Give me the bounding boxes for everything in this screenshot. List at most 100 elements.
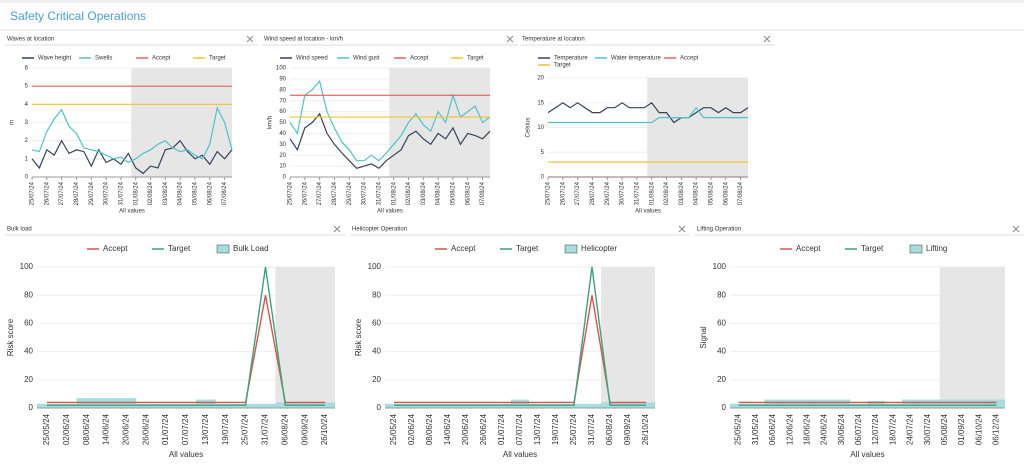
y-tick-label: 20 <box>279 153 286 159</box>
bar <box>936 399 954 408</box>
shaded-region <box>131 68 232 177</box>
y-axis-label: Celsius <box>526 118 532 138</box>
panel-title: Waves at location <box>7 37 54 43</box>
x-tick-label: 06/08/24 <box>605 413 614 445</box>
y-axis-label: Risk score <box>6 318 15 356</box>
x-tick-label: 29/07/24 <box>605 181 611 205</box>
x-tick-label: 08/06/24 <box>82 413 91 445</box>
x-tick-label: 07/08/24 <box>738 181 744 205</box>
x-axis-label: All values <box>850 450 884 459</box>
x-tick-label: 13/07/24 <box>201 413 210 445</box>
x-tick-label: 08/06/24 <box>425 413 434 445</box>
bar <box>987 399 1005 408</box>
y-tick-label: 50 <box>279 120 286 126</box>
bar <box>798 399 816 408</box>
legend-swatch <box>909 244 923 254</box>
x-tick-label: 01/08/24 <box>133 181 139 205</box>
legend-label: Accept <box>796 244 821 253</box>
data-line <box>46 266 326 406</box>
x-tick-label: 02/06/24 <box>62 413 71 445</box>
panel-title: Bulk load <box>7 227 32 233</box>
x-tick-label: 06/12/24 <box>992 413 1001 445</box>
legend-label: Wind gust <box>353 56 380 62</box>
bar <box>195 399 216 408</box>
y-tick-label: 40 <box>24 347 33 356</box>
panel-title: Helicopter Operation <box>352 227 407 233</box>
x-tick-label: 06/08/24 <box>723 181 729 205</box>
top-bar <box>0 0 1024 3</box>
bar <box>781 399 799 408</box>
bar <box>764 399 782 408</box>
y-tick-label: 0 <box>722 403 727 412</box>
x-tick-label: 26/07/24 <box>302 181 308 205</box>
page-title: Safety Critical Operations <box>10 9 146 23</box>
legend-swatch <box>216 244 230 254</box>
x-tick-label: 04/08/24 <box>694 181 700 205</box>
shaded-region <box>601 267 655 408</box>
legend-label: Bulk Load <box>233 244 269 253</box>
x-tick-label: 14/06/24 <box>443 413 452 445</box>
y-tick-label: 60 <box>372 319 381 328</box>
panel-title: Temperature at location <box>522 37 585 43</box>
x-axis-label: All values <box>119 209 145 215</box>
x-tick-label: 25/07/24 <box>241 413 250 445</box>
x-tick-label: 01/07/24 <box>161 413 170 445</box>
x-tick-label: 28/07/24 <box>74 181 80 205</box>
shaded-region <box>275 267 335 408</box>
y-tick-label: 6 <box>25 66 29 72</box>
y-tick-label: 40 <box>372 347 381 356</box>
y-tick-label: 80 <box>372 290 381 299</box>
legend-label: Temperature <box>554 56 588 62</box>
x-tick-label: 06/08/24 <box>280 413 289 445</box>
x-tick-label: 25/07/24 <box>30 181 36 205</box>
x-tick-label: 01/08/24 <box>649 181 655 205</box>
y-tick-label: 60 <box>279 109 286 115</box>
x-tick-label: 29/07/24 <box>89 181 95 205</box>
x-tick-label: 28/07/24 <box>332 181 338 205</box>
legend-label: Wave height <box>38 56 71 62</box>
y-tick-label: 100 <box>276 66 287 72</box>
y-tick-label: 10 <box>279 164 286 170</box>
x-tick-label: 31/07/24 <box>376 181 382 205</box>
bar <box>255 403 276 408</box>
y-tick-label: 80 <box>279 87 286 93</box>
y-tick-label: 80 <box>717 290 726 299</box>
x-tick-label: 02/08/24 <box>406 181 412 205</box>
legend-label: Target <box>467 56 484 62</box>
x-tick-label: 07/07/24 <box>181 413 190 445</box>
x-tick-label: 02/06/24 <box>407 413 416 445</box>
y-tick-label: 3 <box>25 120 29 126</box>
expand-icon <box>1012 225 1020 233</box>
data-line <box>394 295 646 404</box>
x-tick-label: 04/08/24 <box>436 181 442 205</box>
data-line <box>31 106 233 164</box>
y-tick-label: 0 <box>541 175 545 181</box>
x-tick-label: 25/07/24 <box>569 413 578 445</box>
x-tick-label: 31/07/24 <box>634 181 640 205</box>
x-tick-label: 25/05/24 <box>42 413 51 445</box>
x-tick-label: 05/08/24 <box>451 181 457 205</box>
x-tick-label: 09/09/24 <box>623 413 632 445</box>
x-tick-label: 30/07/24 <box>620 181 626 205</box>
x-tick-label: 03/08/24 <box>163 181 169 205</box>
y-tick-label: 100 <box>713 262 727 271</box>
bar <box>953 399 971 408</box>
x-tick-label: 02/08/24 <box>664 181 670 205</box>
x-tick-label: 27/07/24 <box>317 181 323 205</box>
legend-label: Wind speed <box>296 56 328 62</box>
x-tick-label: 12/07/24 <box>871 413 880 445</box>
legend-label: Target <box>168 244 191 253</box>
y-tick-label: 80 <box>24 290 33 299</box>
legend-label: Target <box>861 244 884 253</box>
x-tick-label: 31/07/24 <box>587 413 596 445</box>
x-tick-label: 29/07/24 <box>347 181 353 205</box>
data-line <box>548 106 748 124</box>
x-tick-label: 13/07/24 <box>533 413 542 445</box>
legend-swatch <box>564 244 578 254</box>
legend-label: Helicopter <box>581 244 617 253</box>
y-tick-label: 10 <box>537 125 544 131</box>
bar <box>867 400 885 408</box>
x-tick-label: 30/07/24 <box>923 413 932 445</box>
x-axis-label: All values <box>377 209 403 215</box>
